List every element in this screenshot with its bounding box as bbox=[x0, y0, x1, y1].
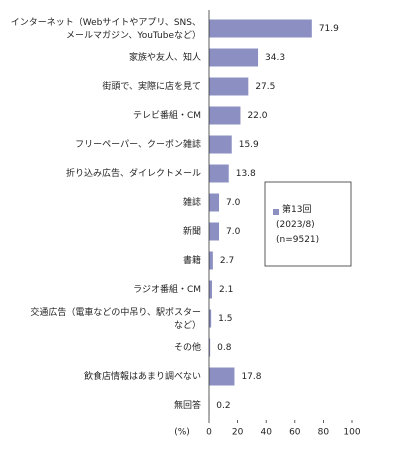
y-tick-label: テレビ番組・CM bbox=[133, 109, 201, 121]
y-tick-label: 飲食店情報はあまり調べない bbox=[84, 370, 201, 382]
value-label: 7.0 bbox=[226, 227, 241, 237]
y-tick-label: 書籍 bbox=[183, 254, 201, 266]
value-label: 7.0 bbox=[226, 198, 241, 208]
bar bbox=[209, 136, 232, 154]
x-tick-label: 40 bbox=[260, 428, 272, 438]
x-tick-label: 0 bbox=[206, 428, 212, 438]
bar bbox=[209, 368, 234, 386]
value-label: 13.8 bbox=[236, 169, 256, 179]
y-tick-label: 街頭で、実際に店を見て bbox=[102, 80, 201, 92]
y-tick-label: 新聞 bbox=[183, 225, 201, 237]
y-tick-label: その他 bbox=[174, 341, 201, 353]
y-tick-label: 家族や友人、知人 bbox=[129, 51, 201, 63]
x-tick-label: 80 bbox=[318, 428, 330, 438]
value-label: 22.0 bbox=[247, 111, 267, 121]
bar bbox=[209, 281, 212, 299]
y-tick-label: 交通広告（電車などの中吊り、駅ポスターなど） bbox=[30, 306, 201, 331]
value-label: 2.7 bbox=[220, 256, 234, 266]
value-label: 17.8 bbox=[241, 372, 261, 382]
bar bbox=[209, 194, 219, 212]
bar bbox=[209, 49, 258, 67]
value-label: 71.9 bbox=[319, 24, 339, 34]
bar bbox=[209, 252, 213, 270]
bar bbox=[209, 107, 240, 125]
value-label: 0.8 bbox=[217, 343, 232, 353]
legend-swatch bbox=[273, 209, 279, 215]
x-tick-label: 60 bbox=[289, 428, 301, 438]
y-tick-label: ラジオ番組・CM bbox=[133, 283, 201, 295]
bar bbox=[209, 20, 312, 38]
y-tick-label: フリーペーパー、クーポン雑誌 bbox=[75, 138, 201, 150]
value-label: 34.3 bbox=[265, 53, 285, 63]
value-label: 2.1 bbox=[219, 285, 233, 295]
bar bbox=[209, 165, 229, 183]
x-tick-label: 20 bbox=[232, 428, 244, 438]
value-label: 15.9 bbox=[239, 140, 259, 150]
y-tick-label: 折り込み広告、ダイレクトメール bbox=[66, 167, 201, 179]
y-tick-label: 無回答 bbox=[174, 399, 201, 411]
bar bbox=[209, 78, 248, 96]
value-label: 1.5 bbox=[218, 314, 232, 324]
y-tick-label: インターネット（Webサイトやアプリ、SNS、メールマガジン、YouTubeなど… bbox=[11, 17, 201, 41]
value-label: 0.2 bbox=[216, 401, 230, 411]
y-tick-label: 雑誌 bbox=[183, 196, 201, 208]
value-label: 27.5 bbox=[255, 82, 275, 92]
bar bbox=[209, 223, 219, 241]
x-tick-label: 100 bbox=[343, 428, 360, 438]
x-axis-label: (%) bbox=[174, 428, 190, 438]
